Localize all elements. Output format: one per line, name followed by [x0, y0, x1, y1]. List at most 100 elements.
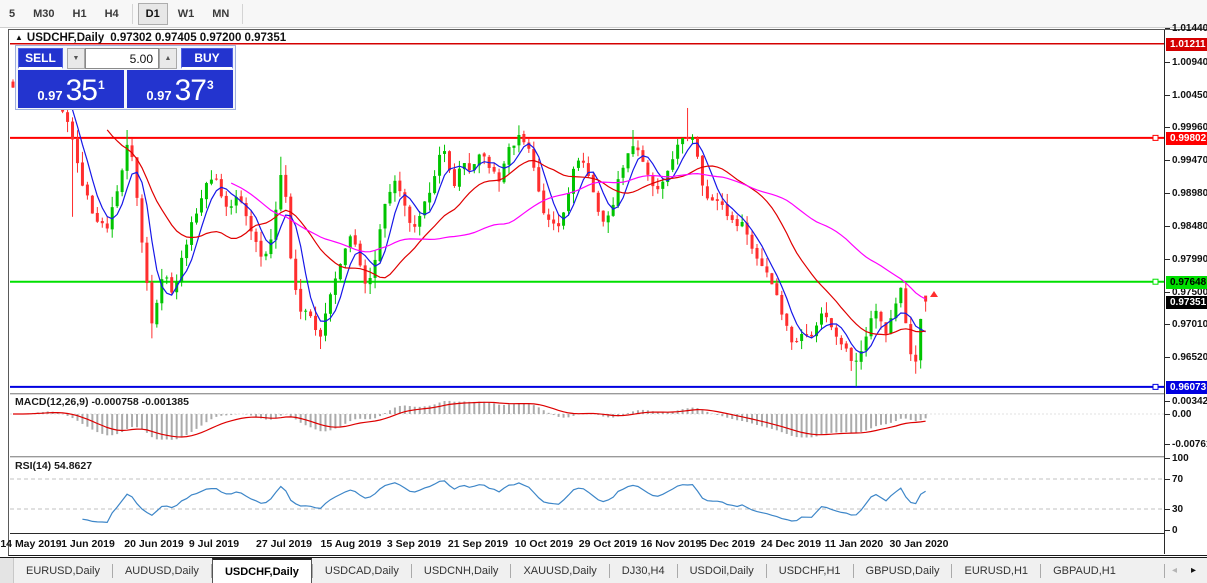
axis-tick [1165, 530, 1170, 531]
sell-price-button[interactable]: 0.97 35 1 [18, 70, 124, 108]
timeframe-button-5[interactable]: 5 [9, 7, 16, 20]
timeframe-button-h1[interactable]: H1 [72, 7, 87, 20]
chart-symbol-label: USDCHF,Daily [26, 32, 105, 44]
candle-body [839, 337, 843, 345]
candle-body [71, 121, 75, 140]
axis-tick [1165, 226, 1170, 227]
candle-body [209, 179, 213, 184]
volume-increase-button[interactable]: ▲ [159, 48, 177, 69]
candle-body [661, 181, 665, 189]
candle-body [269, 239, 273, 255]
buy-price-button[interactable]: 0.97 37 3 [127, 70, 233, 108]
candle-body [547, 214, 551, 220]
candle-body [527, 142, 531, 149]
chart-tab-audusd-daily[interactable]: AUDUSD,Daily [124, 564, 199, 577]
candle-body [279, 175, 283, 210]
rsi-tick-label: 0 [1172, 525, 1178, 536]
candle-body [596, 192, 600, 212]
moving-average-line [106, 129, 926, 336]
line-handle[interactable] [1152, 278, 1159, 285]
candle-body [750, 234, 754, 249]
tabbar-corner [0, 558, 14, 583]
candle-body [681, 138, 685, 145]
line-handle[interactable] [1152, 383, 1159, 390]
tabs-scroll-left-icon[interactable]: ◂ [1171, 565, 1177, 576]
candle-body [438, 154, 442, 176]
chart-tab-xauusd-daily[interactable]: XAUUSD,Daily [523, 564, 597, 577]
buy-price-small: 0.97 [146, 88, 172, 103]
candle-body [323, 313, 327, 336]
rsi-line [82, 480, 926, 524]
candle-body [765, 266, 769, 273]
macd-panel [10, 400, 1164, 440]
chart-tab-eurusd-h1[interactable]: EURUSD,H1 [964, 564, 1029, 577]
candle-body [829, 318, 833, 328]
candle-body [730, 215, 734, 220]
chart-tab-dj30-h4[interactable]: DJ30,H4 [621, 564, 665, 577]
candle-body [140, 198, 144, 243]
chart-tab-usdchf-h1[interactable]: USDCHF,H1 [778, 564, 841, 577]
candle-body [844, 343, 848, 349]
timeframe-button-m30[interactable]: M30 [33, 7, 55, 20]
candle-body [720, 201, 724, 205]
buy-button[interactable]: BUY [181, 48, 233, 69]
candle-body [621, 167, 625, 178]
sell-price-big: 35 [65, 74, 98, 107]
tab-separator [852, 563, 854, 578]
panel-separator[interactable] [10, 456, 1164, 458]
tabs-scroll-right-icon[interactable]: ▸ [1190, 565, 1196, 576]
sell-button[interactable]: SELL [18, 48, 63, 69]
chart-tab-usdcnh-daily[interactable]: USDCNH,Daily [423, 564, 499, 577]
chart-tab-gbpaud-h1[interactable]: GBPAUD,H1 [1053, 564, 1116, 577]
candle-body [626, 153, 630, 169]
chart-tab-usdchf-daily[interactable]: USDCHF,Daily [211, 558, 312, 583]
candle-body [700, 155, 704, 186]
timeframe-button-h4[interactable]: H4 [104, 7, 119, 20]
tab-separator [608, 563, 610, 578]
date-label: 11 Jan 2020 [824, 538, 884, 550]
price-axis[interactable]: 1.01440 1.00940 1.00450 0.99960 0.99470 0.989… [1164, 23, 1207, 554]
volume-input[interactable] [85, 48, 159, 69]
price-tick-label: 0.98480 [1172, 221, 1207, 232]
tab-separator [410, 563, 412, 578]
timeframe-button-d1[interactable]: D1 [137, 2, 168, 25]
chart-tab-eurusd-daily[interactable]: EURUSD,Daily [26, 564, 100, 577]
candle-body [274, 209, 278, 240]
candle-body [165, 277, 169, 279]
date-label: 9 Jul 2019 [188, 538, 240, 550]
panel-separator[interactable] [10, 393, 1164, 395]
date-label: 10 Oct 2019 [514, 538, 574, 550]
toolbar-separator [242, 3, 244, 24]
candle-body [343, 248, 347, 266]
date-axis[interactable]: 14 May 2019 1 Jun 2019 20 Jun 2019 9 Jul 20… [0, 533, 1164, 554]
candle-body [398, 180, 402, 192]
chart-tab-usdoil-daily[interactable]: USDOil,Daily [689, 564, 754, 577]
timeframe-button-w1[interactable]: W1 [177, 7, 195, 20]
last-price-arrow-icon [930, 291, 938, 297]
candle-body [522, 134, 526, 143]
candle-body [537, 167, 541, 192]
timeframe-toolbar: 5 M30 H1 H4 D1 W1 MN [0, 0, 1207, 28]
candle-body [819, 313, 823, 325]
candle-body [190, 222, 194, 245]
candle-body [249, 216, 253, 232]
date-label: 5 Dec 2019 [700, 538, 756, 550]
candle-body [869, 318, 873, 337]
chart-tab-usdcad-daily[interactable]: USDCAD,Daily [324, 564, 399, 577]
timeframe-button-mn[interactable]: MN [212, 7, 230, 20]
axis-tick [1165, 127, 1170, 128]
volume-decrease-button[interactable]: ▼ [67, 48, 85, 69]
chart-tab-gbpusd-daily[interactable]: GBPUSD,Daily [865, 564, 940, 577]
collapse-triangle-icon[interactable]: ▲ [15, 33, 23, 42]
macd-tick-label: 0.003428 [1172, 396, 1207, 407]
candle-body [790, 326, 794, 343]
candle-body [854, 360, 858, 362]
axis-tick [1165, 401, 1170, 402]
candle-body [150, 282, 154, 324]
candle-body [879, 311, 883, 322]
price-badge-support-green: 0.97648 [1166, 275, 1207, 289]
candle-body [373, 259, 377, 278]
price-badge-resistance: 0.99802 [1166, 131, 1207, 145]
candle-body [259, 240, 263, 257]
line-handle[interactable] [1152, 134, 1159, 141]
